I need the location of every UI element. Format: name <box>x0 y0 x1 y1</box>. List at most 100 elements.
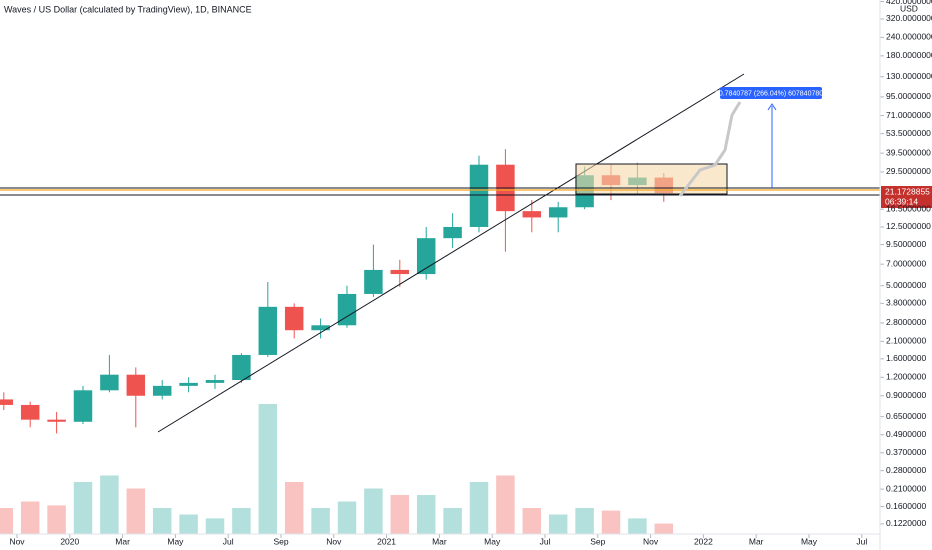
y-tick-label: 0.4900000 <box>886 429 926 439</box>
volume-bar <box>496 475 515 534</box>
volume-bar <box>654 523 674 534</box>
y-tick-label: 3.8000000 <box>886 298 926 308</box>
y-tick-label: 53.5000000 <box>886 128 931 138</box>
y-tick-label: 420.0000000 <box>886 0 932 6</box>
x-tick-label: Nov <box>9 536 25 546</box>
x-tick-label: 2021 <box>377 536 396 546</box>
y-tick-label: 240.0000000 <box>886 32 932 42</box>
candle-body <box>152 385 172 396</box>
candle-body <box>205 380 225 383</box>
volume-bar <box>47 505 66 534</box>
volume-bar <box>522 508 542 534</box>
plot <box>0 1 884 538</box>
volume-bar <box>416 495 436 534</box>
last-price: 21.1728855 <box>885 186 930 196</box>
volume-bar <box>152 508 172 534</box>
y-tick-label: 320.0000000 <box>886 13 932 23</box>
y-tick-label: 130.0000000 <box>886 71 932 81</box>
volume-bar <box>20 501 40 534</box>
volume-bar <box>73 482 93 534</box>
candle-body <box>337 293 357 326</box>
candle-body <box>311 325 330 331</box>
candle-body <box>258 306 278 355</box>
x-tick-label: 2022 <box>694 536 713 546</box>
candle-body <box>73 390 93 422</box>
candle-body <box>284 306 304 331</box>
x-tick-label: Mar <box>115 536 130 546</box>
volume-bar <box>601 510 621 534</box>
x-tick-label: Mar <box>749 536 764 546</box>
volume-bar <box>628 518 647 534</box>
y-tick-label: 0.1220000 <box>886 518 926 528</box>
x-tick-label: Sep <box>273 536 288 546</box>
volume-bar <box>311 508 330 534</box>
x-tick-label: May <box>801 536 818 546</box>
projection-path <box>678 101 742 197</box>
volume-bar <box>443 508 462 534</box>
volume-bar <box>548 514 568 534</box>
y-tick-label: 0.1600000 <box>886 501 926 511</box>
y-tick-label: 71.0000000 <box>886 110 931 120</box>
volume-bar <box>100 475 119 534</box>
y-tick-label: 12.5000000 <box>886 221 931 231</box>
x-tick-label: Nov <box>643 536 659 546</box>
candle-body <box>522 211 542 218</box>
volume-bar <box>575 508 594 534</box>
x-tick-label: Jul <box>856 536 867 546</box>
volume-bar <box>258 404 278 534</box>
volume-bar <box>232 508 251 534</box>
volume-bar <box>284 482 304 534</box>
currency: USD <box>900 3 918 13</box>
volume-bar <box>179 514 198 534</box>
x-tick-label: Mar <box>432 536 447 546</box>
x-tick-label: May <box>484 536 501 546</box>
trend-line <box>157 73 745 433</box>
y-tick-label: 2.8000000 <box>886 317 926 327</box>
y-tick-label: 0.2800000 <box>886 465 926 475</box>
projection-label-bg <box>720 87 822 99</box>
y-tick-label: 5.0000000 <box>886 280 926 290</box>
y-tick-label: 0.3700000 <box>886 447 926 457</box>
y-tick-label: 9.5000000 <box>886 239 926 249</box>
candle-body <box>47 419 66 422</box>
candle-body <box>232 354 251 381</box>
x-tick-label: Jul <box>223 536 234 546</box>
price-label-bg <box>881 186 932 208</box>
candle-body <box>469 164 489 227</box>
y-tick-label: 0.2100000 <box>886 483 926 493</box>
volume-bar <box>390 495 410 534</box>
candle-body <box>126 374 146 396</box>
x-tick-label: 2020 <box>60 536 79 546</box>
volume-bar <box>205 518 225 534</box>
candle-body <box>100 374 119 391</box>
candle-body <box>443 226 462 239</box>
candle-body <box>548 207 568 218</box>
candle-body <box>364 269 383 294</box>
y-tick-label: 1.6000000 <box>886 353 926 363</box>
candle-body <box>179 382 198 386</box>
candle-body <box>20 404 40 420</box>
y-tick-label: 180.0000000 <box>886 50 932 60</box>
y-tick-label: 1.2000000 <box>886 372 926 382</box>
candle-body <box>390 269 410 275</box>
volume-bar <box>364 488 383 534</box>
y-tick-label: 0.6500000 <box>886 411 926 421</box>
volume-bar <box>469 482 489 534</box>
candle-body <box>0 399 14 405</box>
y-tick-label: 29.5000000 <box>886 166 931 176</box>
y-tick-label: 0.9000000 <box>886 390 926 400</box>
x-tick-label: May <box>167 536 184 546</box>
y-tick-label: 39.5000000 <box>886 147 931 157</box>
chart-title: Waves / US Dollar (calculated by Trading… <box>4 4 252 14</box>
y-tick-label: 16.5000000 <box>886 203 931 213</box>
volume-bar <box>337 501 357 534</box>
x-tick-label: Jul <box>540 536 551 546</box>
y-tick-label: 2.1000000 <box>886 336 926 346</box>
y-tick-label: 7.0000000 <box>886 258 926 268</box>
volume-bar <box>0 508 14 534</box>
x-tick-label: Nov <box>326 536 342 546</box>
y-tick-label: 95.0000000 <box>886 91 931 101</box>
arrow-head <box>767 103 777 111</box>
